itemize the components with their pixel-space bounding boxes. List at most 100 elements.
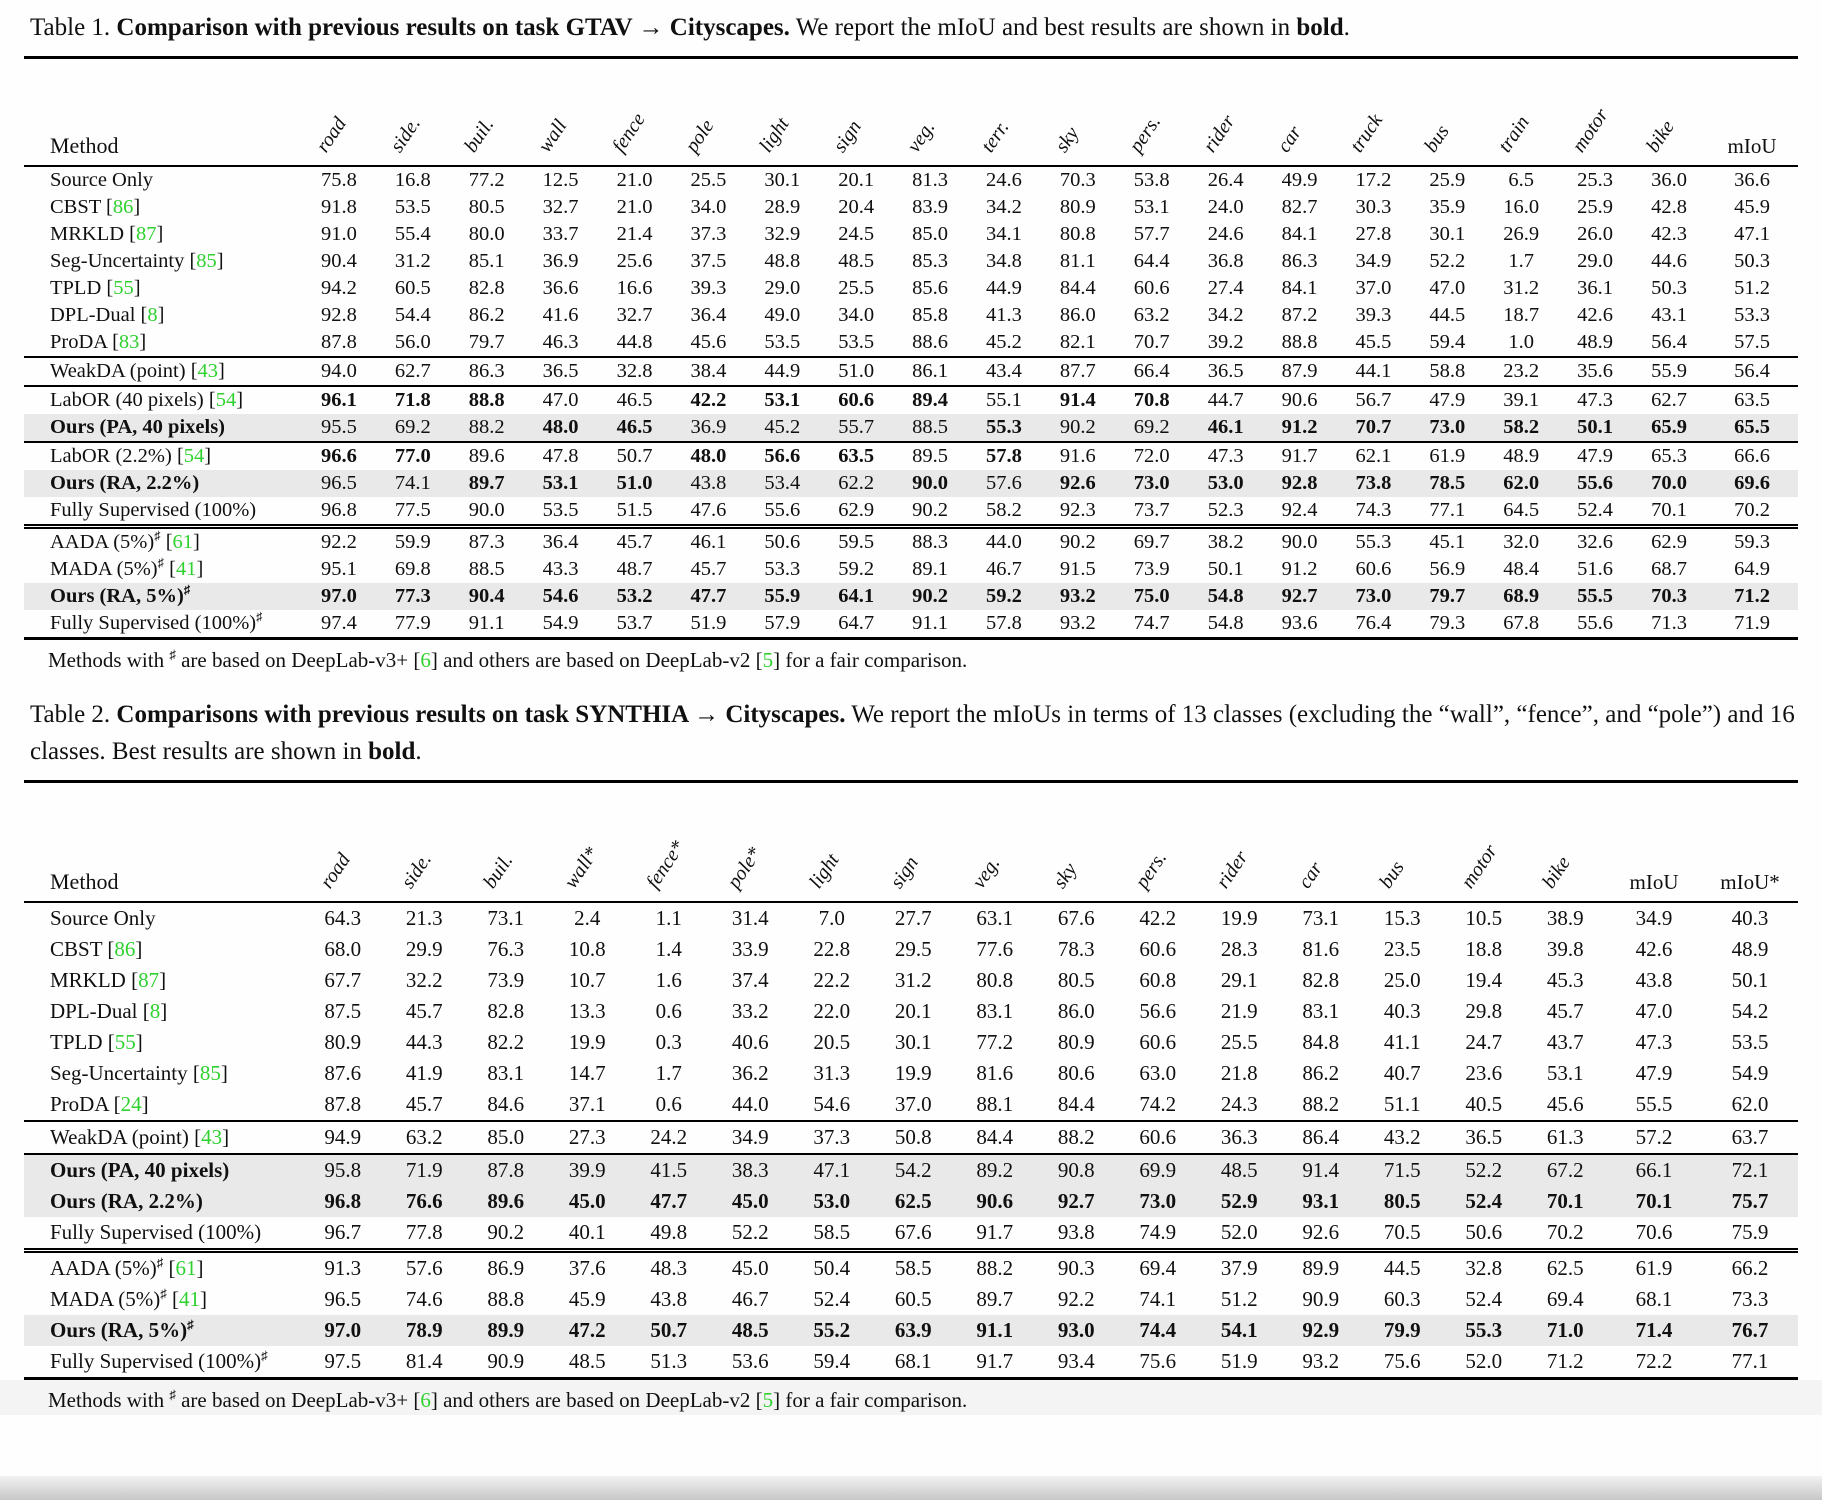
value-cell: 45.7 xyxy=(405,998,443,1023)
citation-link[interactable]: 87 xyxy=(136,223,157,246)
value-cell: 24.6 xyxy=(986,169,1022,192)
value-cell: 70.1 xyxy=(1546,1188,1584,1213)
citation-link[interactable]: 8 xyxy=(147,304,158,327)
value-cell: 80.5 xyxy=(1383,1188,1421,1213)
value-cell: 19.9 xyxy=(568,1029,606,1054)
table-row: DPL-Dual [8] 87.5 45.7 82.8 13.3 0.6 33.2 22.0 2… xyxy=(24,996,1798,1027)
citation-link[interactable]: 54 xyxy=(215,389,237,412)
citation-link[interactable]: 55 xyxy=(114,1029,136,1054)
value-cell: 71.9 xyxy=(1734,612,1770,635)
value-cell: 96.6 xyxy=(302,441,376,471)
value-cell: 34.9 xyxy=(1635,905,1673,930)
citation-link[interactable]: 85 xyxy=(196,250,217,273)
value-cell: 96.1 xyxy=(302,385,376,415)
citation-link[interactable]: 5 xyxy=(762,1387,774,1412)
value-cell: 21.0 xyxy=(616,196,653,219)
table-row: Fully Supervised (100%)♯ 97.4 77.9 91.1 54.9… xyxy=(24,610,1798,639)
value-cell: 48.4 xyxy=(1503,558,1540,581)
value-cell: 71.3 xyxy=(1651,612,1687,635)
miou-column-header: mIoU* xyxy=(1702,781,1798,903)
value-cell: 45.0 xyxy=(731,1188,769,1213)
value-cell: 42.6 xyxy=(1635,936,1673,961)
sharp-marker: ♯ xyxy=(160,1285,167,1301)
citation-link[interactable]: 43 xyxy=(197,360,219,383)
value-cell: 90.6 xyxy=(976,1188,1014,1213)
citation-link[interactable]: 86 xyxy=(112,196,134,219)
value-cell: 80.9 xyxy=(1057,1029,1095,1054)
value-cell: 50.1 xyxy=(1207,558,1244,581)
value-cell: 94.9 xyxy=(302,1119,384,1154)
value-cell: 1.6 xyxy=(655,967,682,992)
value-cell: 63.0 xyxy=(1139,1060,1177,1085)
value-cell: 73.0 xyxy=(1355,585,1392,608)
value-cell: 82.8 xyxy=(487,998,525,1023)
value-cell: 42.3 xyxy=(1651,223,1687,246)
citation-link[interactable]: 83 xyxy=(118,331,140,354)
method-name: MADA (5%) xyxy=(50,1286,161,1311)
citation-link[interactable]: 86 xyxy=(114,936,136,961)
method-cell: Fully Supervised (100%) xyxy=(24,1217,302,1251)
value-cell: 36.4 xyxy=(690,304,727,327)
class-column-header-rider: rider xyxy=(1198,781,1280,903)
value-cell: 25.9 xyxy=(1577,196,1614,219)
citation-link[interactable]: 85 xyxy=(199,1060,221,1085)
value-cell: 34.9 xyxy=(709,1119,791,1154)
method-name: ProDA xyxy=(50,331,107,354)
value-cell: 83.9 xyxy=(912,196,948,219)
citation-link[interactable]: 5 xyxy=(762,648,774,673)
value-cell: 51.6 xyxy=(1577,558,1614,581)
citation-link[interactable]: 61 xyxy=(172,531,194,554)
citation-link[interactable]: 54 xyxy=(183,445,205,468)
citation-link[interactable]: 41 xyxy=(175,558,197,581)
citation-link[interactable]: 87 xyxy=(138,967,160,992)
citation-link[interactable]: 41 xyxy=(179,1286,201,1311)
value-cell: 55.2 xyxy=(813,1317,851,1342)
value-cell: 71.8 xyxy=(375,385,450,415)
citation-link[interactable]: 43 xyxy=(201,1124,223,1149)
value-cell: 65.5 xyxy=(1734,416,1770,439)
value-cell: 88.2 xyxy=(1035,1119,1117,1154)
text-segment: ] for a fair comparison. xyxy=(773,1387,968,1412)
method-name: Ours (RA, 2.2%) xyxy=(50,1188,203,1213)
value-cell: 10.5 xyxy=(1465,905,1503,930)
method-cell: Source Only xyxy=(24,166,302,194)
citation-link[interactable]: 6 xyxy=(420,648,431,673)
text-segment: are based on DeepLab-v3+ [ xyxy=(175,1387,421,1412)
citation-bracket: [ xyxy=(187,1060,200,1085)
value-cell: 52.0 xyxy=(1465,1348,1503,1373)
value-cell: 47.3 xyxy=(1188,441,1263,471)
citation-link[interactable]: 24 xyxy=(120,1091,142,1116)
value-cell: 80.9 xyxy=(1059,196,1096,219)
value-cell: 92.6 xyxy=(1302,1219,1340,1244)
value-cell: 74.3 xyxy=(1355,499,1392,522)
value-cell: 68.1 xyxy=(894,1348,932,1373)
value-cell: 57.8 xyxy=(986,612,1022,635)
class-column-header-bus: bus xyxy=(1410,57,1485,168)
value-cell: 77.0 xyxy=(375,441,450,471)
class-column-header-pole: pole* xyxy=(709,781,791,903)
value-cell: 43.8 xyxy=(1635,967,1673,992)
value-cell: 48.3 xyxy=(628,1247,710,1284)
value-cell: 54.1 xyxy=(1220,1317,1258,1342)
rotated-label: truck xyxy=(1346,110,1388,157)
citation-link[interactable]: 6 xyxy=(420,1387,431,1412)
citation-link[interactable]: 61 xyxy=(175,1255,197,1280)
value-cell: 93.2 xyxy=(1302,1348,1340,1373)
value-cell: 88.5 xyxy=(468,558,505,581)
table-row: MRKLD [87] 67.7 32.2 73.9 10.7 1.6 37.4 22.2 31.… xyxy=(24,965,1798,996)
value-cell: 45.2 xyxy=(764,416,801,439)
citation-link[interactable]: 55 xyxy=(113,277,134,300)
value-cell: 57.6 xyxy=(383,1247,465,1284)
value-cell: 86.1 xyxy=(893,356,968,387)
citation-link[interactable]: 8 xyxy=(149,998,161,1023)
value-cell: 47.0 xyxy=(1429,277,1466,300)
text-segment: . xyxy=(415,737,422,765)
value-cell: 44.9 xyxy=(745,356,820,387)
rotated-label: fence xyxy=(607,109,650,157)
table1-section: Table 1. Comparison with previous result… xyxy=(0,0,1822,675)
citation-bracket: [ xyxy=(166,1286,180,1311)
citation-bracket: [ xyxy=(102,1029,115,1054)
value-cell: 55.7 xyxy=(838,416,875,439)
value-cell: 25.5 xyxy=(838,277,875,300)
value-cell: 36.9 xyxy=(542,250,579,273)
